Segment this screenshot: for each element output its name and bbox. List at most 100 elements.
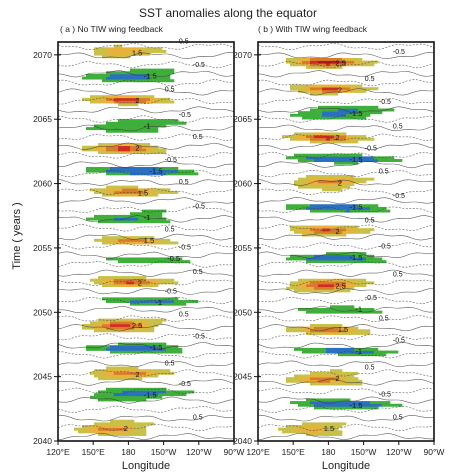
heatmap-cell [162, 345, 167, 349]
heatmap-cell [362, 254, 367, 258]
heatmap-cell [338, 260, 343, 264]
x-tick-label: 150°E [282, 447, 306, 457]
heatmap-cell [110, 326, 115, 330]
heatmap-cell [354, 331, 359, 335]
heatmap-cell [130, 100, 135, 104]
contour-line [257, 278, 435, 286]
heatmap-cell [358, 206, 363, 210]
heatmap-cell [86, 427, 91, 431]
heatmap-cell [78, 427, 83, 431]
heatmap-cell [126, 47, 131, 51]
heatmap-cell [322, 204, 327, 208]
heatmap-cell [330, 254, 335, 258]
heatmap-cell [306, 175, 311, 178]
heatmap-cell [322, 257, 327, 261]
heatmap-cell [174, 167, 179, 170]
heatmap-cell [174, 393, 179, 397]
heatmap-cell [370, 228, 375, 232]
heatmap-cell [146, 97, 151, 101]
heatmap-cell [322, 185, 327, 189]
heatmap-cell [126, 193, 131, 197]
heatmap-cell [322, 326, 327, 330]
heatmap-cell [334, 310, 339, 314]
contour-line [257, 142, 435, 150]
heatmap-cell [166, 345, 171, 349]
heatmap-cell [162, 97, 167, 101]
heatmap-cell [346, 350, 351, 354]
heatmap-cell [150, 236, 155, 240]
heatmap-cell [318, 153, 323, 157]
heatmap-cell [110, 284, 115, 288]
heatmap-cell [142, 323, 147, 327]
heatmap-cell [358, 308, 363, 311]
heatmap-cell [334, 374, 339, 378]
heatmap-cell [114, 297, 119, 301]
heatmap-cell [114, 49, 119, 53]
heatmap-cell [326, 206, 331, 210]
heatmap-cell [290, 225, 295, 229]
heatmap-cell [326, 401, 331, 405]
heatmap-cell [122, 281, 127, 285]
heatmap-cell [338, 422, 343, 426]
heatmap-cell [106, 190, 111, 194]
heatmap-cell [362, 113, 367, 117]
heatmap-cell [306, 286, 311, 290]
heatmap-cell [298, 430, 303, 434]
heatmap-cell [138, 151, 143, 155]
heatmap-cell [338, 180, 343, 184]
heatmap-cell [110, 369, 115, 373]
heatmap-cell [158, 347, 163, 351]
contour-label: -1 [355, 347, 362, 356]
heatmap-cell [306, 284, 311, 288]
heatmap-cell [286, 257, 291, 261]
heatmap-cell [138, 124, 143, 128]
heatmap-cell [306, 153, 311, 157]
heatmap-cell [310, 257, 315, 261]
heatmap-cell [282, 427, 287, 431]
heatmap-cell [330, 84, 335, 88]
heatmap-cell [178, 257, 183, 261]
heatmap-cell [134, 127, 139, 131]
heatmap-cell [110, 433, 115, 436]
heatmap-cell [98, 347, 103, 351]
x-tick-label: 90°W [424, 447, 445, 457]
heatmap-cell [134, 148, 139, 152]
heatmap-cell [322, 113, 327, 117]
heatmap-cell [122, 350, 127, 354]
heatmap-cell [106, 284, 111, 288]
heatmap-cell [146, 318, 151, 322]
heatmap-cell [310, 177, 315, 181]
heatmap-cell [162, 350, 167, 354]
heatmap-cell [154, 257, 159, 261]
heatmap-cell [138, 430, 143, 434]
heatmap-cell [334, 159, 339, 162]
heatmap-cell [326, 89, 331, 93]
heatmap-cell [146, 422, 151, 426]
heatmap-cell [90, 145, 95, 149]
heatmap-cell [166, 350, 171, 354]
heatmap-cell [102, 220, 107, 224]
heatmap-cell [98, 47, 103, 51]
heatmap-cell [134, 387, 139, 391]
heatmap-cell [134, 300, 139, 303]
heatmap-cell [326, 182, 331, 186]
heatmap-cell [386, 159, 391, 162]
heatmap-cell [322, 87, 327, 91]
heatmap-cell [130, 79, 135, 83]
y-tick-label: 2065 [233, 114, 252, 124]
heatmap-cell [138, 342, 143, 346]
heatmap-cell [106, 425, 111, 428]
heatmap-cell [326, 230, 331, 234]
heatmap-cell [294, 374, 299, 378]
heatmap-cell [150, 76, 155, 80]
heatmap-cell [86, 76, 91, 80]
heatmap-cell [158, 97, 163, 101]
heatmap-cell [330, 398, 335, 402]
heatmap-cell [314, 135, 319, 139]
heatmap-cell [162, 169, 167, 173]
heatmap-cell [338, 57, 343, 61]
panel-a-title: ( a ) No TIW wing feedback [60, 24, 163, 34]
heatmap-cell [322, 433, 327, 436]
heatmap-cell [330, 406, 335, 410]
heatmap-cell [146, 124, 151, 128]
